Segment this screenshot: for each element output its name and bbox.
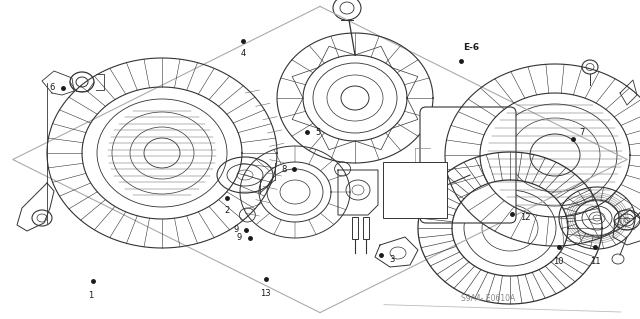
Text: 8: 8 xyxy=(281,165,287,174)
FancyBboxPatch shape xyxy=(352,217,358,239)
Text: 5: 5 xyxy=(315,128,321,137)
FancyBboxPatch shape xyxy=(420,107,516,223)
Text: S9A4- E0610A: S9A4- E0610A xyxy=(461,294,515,303)
Text: 6: 6 xyxy=(49,83,55,92)
Text: 13: 13 xyxy=(260,289,271,298)
Text: E-6: E-6 xyxy=(463,43,479,52)
Text: 10: 10 xyxy=(554,257,564,266)
Text: 3: 3 xyxy=(388,255,394,264)
Text: 7: 7 xyxy=(579,128,584,137)
Text: 9: 9 xyxy=(233,225,239,234)
Text: 4: 4 xyxy=(241,49,246,58)
FancyBboxPatch shape xyxy=(383,162,447,218)
Text: 11: 11 xyxy=(590,257,600,266)
Text: 2: 2 xyxy=(225,206,230,215)
Text: 12: 12 xyxy=(520,213,531,222)
Text: 1: 1 xyxy=(88,291,93,300)
Text: 9: 9 xyxy=(236,233,242,242)
FancyBboxPatch shape xyxy=(363,217,369,239)
